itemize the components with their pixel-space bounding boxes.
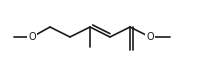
Text: O: O [28,32,36,42]
Text: O: O [145,32,153,42]
